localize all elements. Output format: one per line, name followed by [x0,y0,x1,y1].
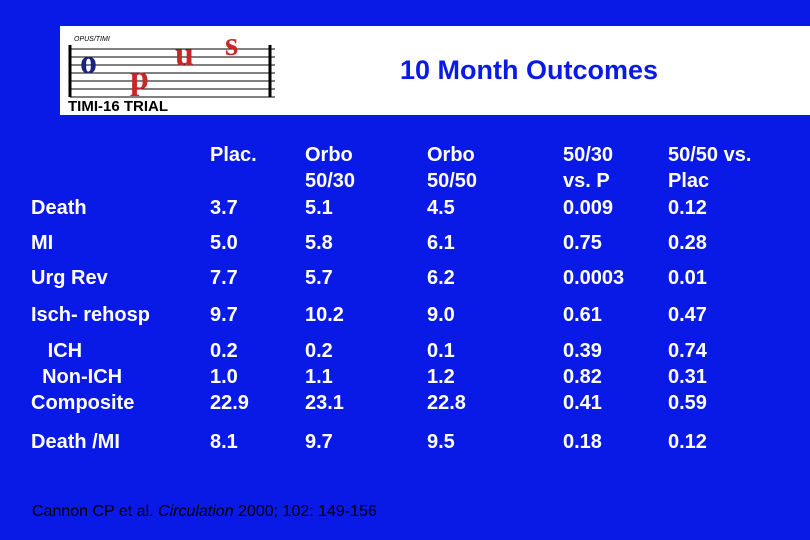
row-label-mi: MI [31,232,54,254]
column-header-orbo-50-50: Orbo 50/50 [427,144,478,192]
table-cell: 0.18 [563,431,602,453]
table-cell: 5.0 [210,232,238,254]
logo-subtitle: TIMI-16 TRIAL [68,98,168,115]
table-cell: 0.009 [563,197,614,219]
table-cell: 6.1 [427,232,455,254]
table-cell: 3.7 [210,197,238,219]
table-cell: 0.01 [668,267,707,289]
citation: Cannon CP et al. Circulation 2000; 102: … [32,503,377,521]
table-cell: 7.7 [210,267,238,289]
row-label-ich-group: ICH Non-ICH Composite [31,340,135,414]
citation-journal: Circulation [158,503,234,520]
table-cell: 8.1 [210,431,238,453]
table-cell: 0.75 [563,232,602,254]
row-label-death: Death [31,197,87,219]
svg-text:o: o [80,44,97,81]
row-label-death-mi: Death /MI [31,431,120,453]
table-cell: 0.12 [668,197,707,219]
row-label-isch-rehosp: Isch- rehosp [31,304,150,326]
table-cell: 4.5 [427,197,455,219]
svg-text:s: s [225,27,238,63]
table-cell: 0.2 1.0 22.9 [210,340,249,414]
opus-trial-logo: OPUS/TIMI o p u s TIMI-16 TRIAL [60,27,286,115]
table-cell: 10.2 [305,304,344,326]
table-cell: 9.0 [427,304,455,326]
svg-text:p: p [130,60,149,97]
table-cell: 0.0003 [563,267,625,289]
column-header-50-30-vs-p: 50/30 vs. P [563,144,614,192]
table-cell: 0.28 [668,232,707,254]
table-cell: 5.7 [305,267,333,289]
table-cell: 9.5 [427,431,455,453]
citation-authors: Cannon CP et al. [32,503,154,520]
column-header-50-50-vs-plac: 50/50 vs. Plac [668,144,752,192]
table-cell: 5.8 [305,232,333,254]
table-cell: 9.7 [305,431,333,453]
column-header-placebo: Plac. [210,144,257,166]
table-cell: 0.2 1.1 23.1 [305,340,344,414]
column-header-orbo-50-30: Orbo 50/30 [305,144,356,192]
slide-title: 10 Month Outcomes [400,55,659,85]
citation-details: 2000; 102: 149-156 [238,503,377,520]
table-cell: 0.12 [668,431,707,453]
table-cell: 5.1 [305,197,333,219]
table-cell: 9.7 [210,304,238,326]
table-cell: 6.2 [427,267,455,289]
table-cell: 0.39 0.82 0.41 [563,340,602,414]
logo-top-text: OPUS/TIMI [74,36,110,43]
table-cell: 0.1 1.2 22.8 [427,340,466,414]
table-cell: 0.61 [563,304,602,326]
table-cell: 0.74 0.31 0.59 [668,340,707,414]
svg-text:u: u [175,36,194,73]
table-cell: 0.47 [668,304,707,326]
row-label-urg-rev: Urg Rev [31,267,108,289]
